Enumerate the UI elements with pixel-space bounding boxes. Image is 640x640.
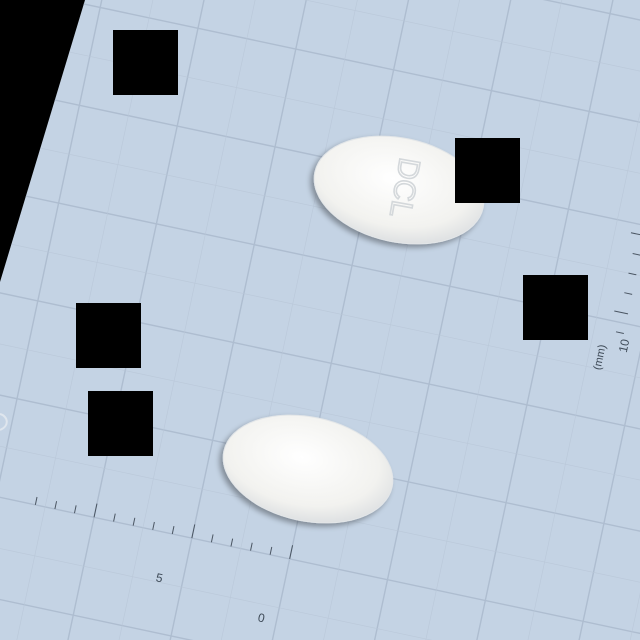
redaction-box	[523, 275, 588, 340]
ruler-label-10: 10	[616, 337, 633, 353]
redaction-box	[113, 30, 178, 95]
tablet-plain	[222, 414, 394, 524]
redaction-box	[455, 138, 520, 203]
edge-mark	[0, 413, 8, 431]
bottom-ruler	[34, 496, 294, 560]
tablet-imprinted	[313, 135, 485, 245]
redaction-box	[88, 391, 153, 456]
redaction-box	[76, 303, 141, 368]
right-ruler	[614, 232, 640, 334]
ruler-label-5: 5	[155, 570, 165, 585]
ruler-label-0: 0	[257, 610, 267, 625]
ruler-unit-label: (mm)	[592, 344, 609, 372]
